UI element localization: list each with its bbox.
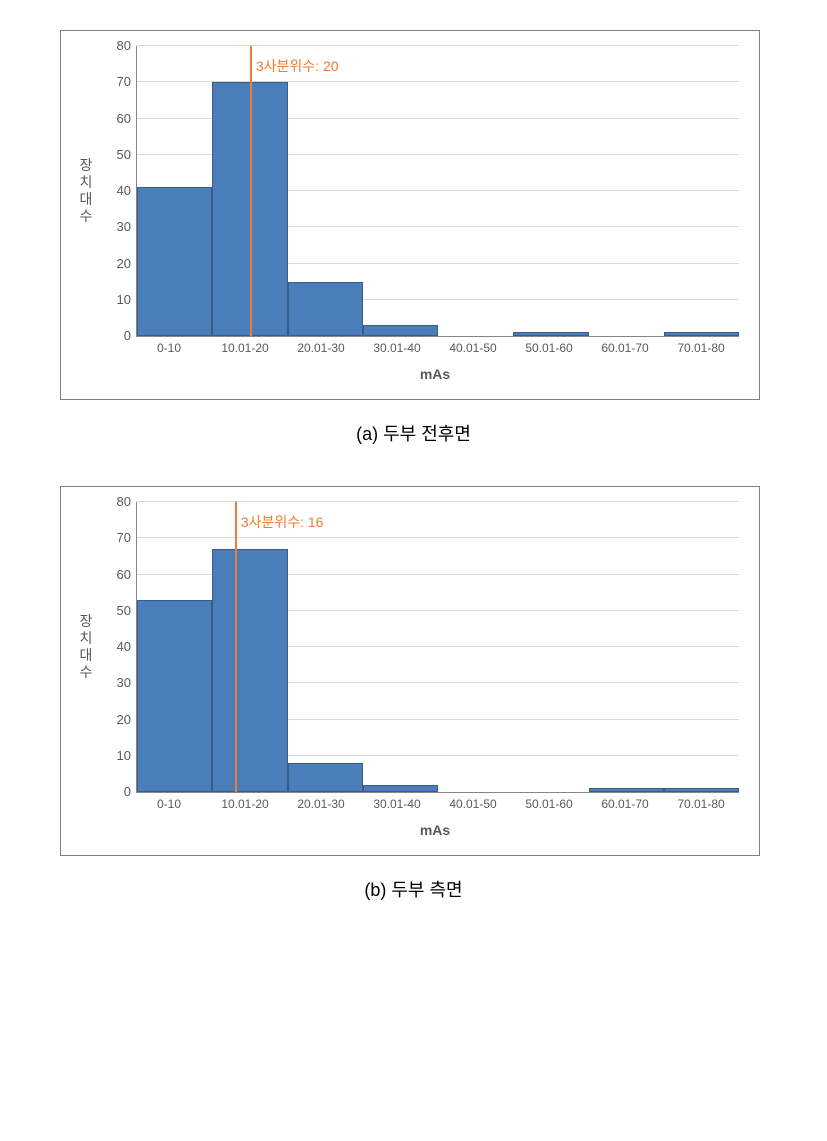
x-tick: 50.01-60 [511, 336, 587, 361]
x-tick: 30.01-40 [359, 792, 435, 817]
x-tick: 60.01-70 [587, 336, 663, 361]
bar [363, 785, 438, 792]
bar [513, 332, 588, 336]
bar-slot [288, 46, 363, 336]
chart-1: 장 치 대 수 80706050403020100 3사분위수: 16 0-1010.… [60, 486, 760, 856]
chart-caption: (a) 두부 전후면 [20, 420, 807, 446]
quartile-label: 3사분위수: 16 [241, 512, 324, 532]
bar [212, 549, 287, 792]
x-tick: 0-10 [131, 336, 207, 361]
quartile-line [250, 46, 252, 336]
bar-slot [363, 46, 438, 336]
y-axis-ticks: 80706050403020100 [101, 502, 136, 792]
chart-caption: (b) 두부 측면 [20, 876, 807, 902]
bar [288, 763, 363, 792]
x-tick: 0-10 [131, 792, 207, 817]
x-tick: 60.01-70 [587, 792, 663, 817]
bar [137, 600, 212, 792]
x-axis-label: mAs [131, 822, 739, 838]
plot-area: 3사분위수: 16 [136, 502, 739, 793]
y-axis-label: 장 치 대 수 [80, 613, 93, 680]
x-tick: 30.01-40 [359, 336, 435, 361]
x-tick: 50.01-60 [511, 792, 587, 817]
bar-slot [438, 502, 513, 792]
bar [664, 788, 739, 792]
bar-slot [513, 46, 588, 336]
bar-slot [288, 502, 363, 792]
bar-slot [212, 502, 287, 792]
plot-area: 3사분위수: 20 [136, 46, 739, 337]
bar-slot [664, 502, 739, 792]
x-tick: 20.01-30 [283, 792, 359, 817]
bar-slot [589, 502, 664, 792]
bar-slot [589, 46, 664, 336]
x-tick: 40.01-50 [435, 336, 511, 361]
bar-slot [137, 502, 212, 792]
x-tick: 10.01-20 [207, 336, 283, 361]
y-axis-label: 장 치 대 수 [80, 157, 93, 224]
y-axis-ticks: 80706050403020100 [101, 46, 136, 336]
x-tick: 20.01-30 [283, 336, 359, 361]
bar-slot [438, 46, 513, 336]
bar [137, 187, 212, 336]
x-tick: 70.01-80 [663, 792, 739, 817]
bar [664, 332, 739, 336]
bar [288, 282, 363, 336]
chart-0: 장 치 대 수 80706050403020100 3사분위수: 20 0-1010.… [60, 30, 760, 400]
quartile-line [235, 502, 237, 792]
x-tick: 70.01-80 [663, 336, 739, 361]
bar-slot [513, 502, 588, 792]
bar-slot [363, 502, 438, 792]
x-axis-ticks: 0-1010.01-2020.01-3030.01-4040.01-5050.0… [131, 792, 739, 817]
quartile-label: 3사분위수: 20 [256, 56, 339, 76]
bar [589, 788, 664, 792]
x-axis-ticks: 0-1010.01-2020.01-3030.01-4040.01-5050.0… [131, 336, 739, 361]
bar [363, 325, 438, 336]
bar-slot [137, 46, 212, 336]
x-tick: 40.01-50 [435, 792, 511, 817]
x-tick: 10.01-20 [207, 792, 283, 817]
bar-slot [664, 46, 739, 336]
x-axis-label: mAs [131, 366, 739, 382]
